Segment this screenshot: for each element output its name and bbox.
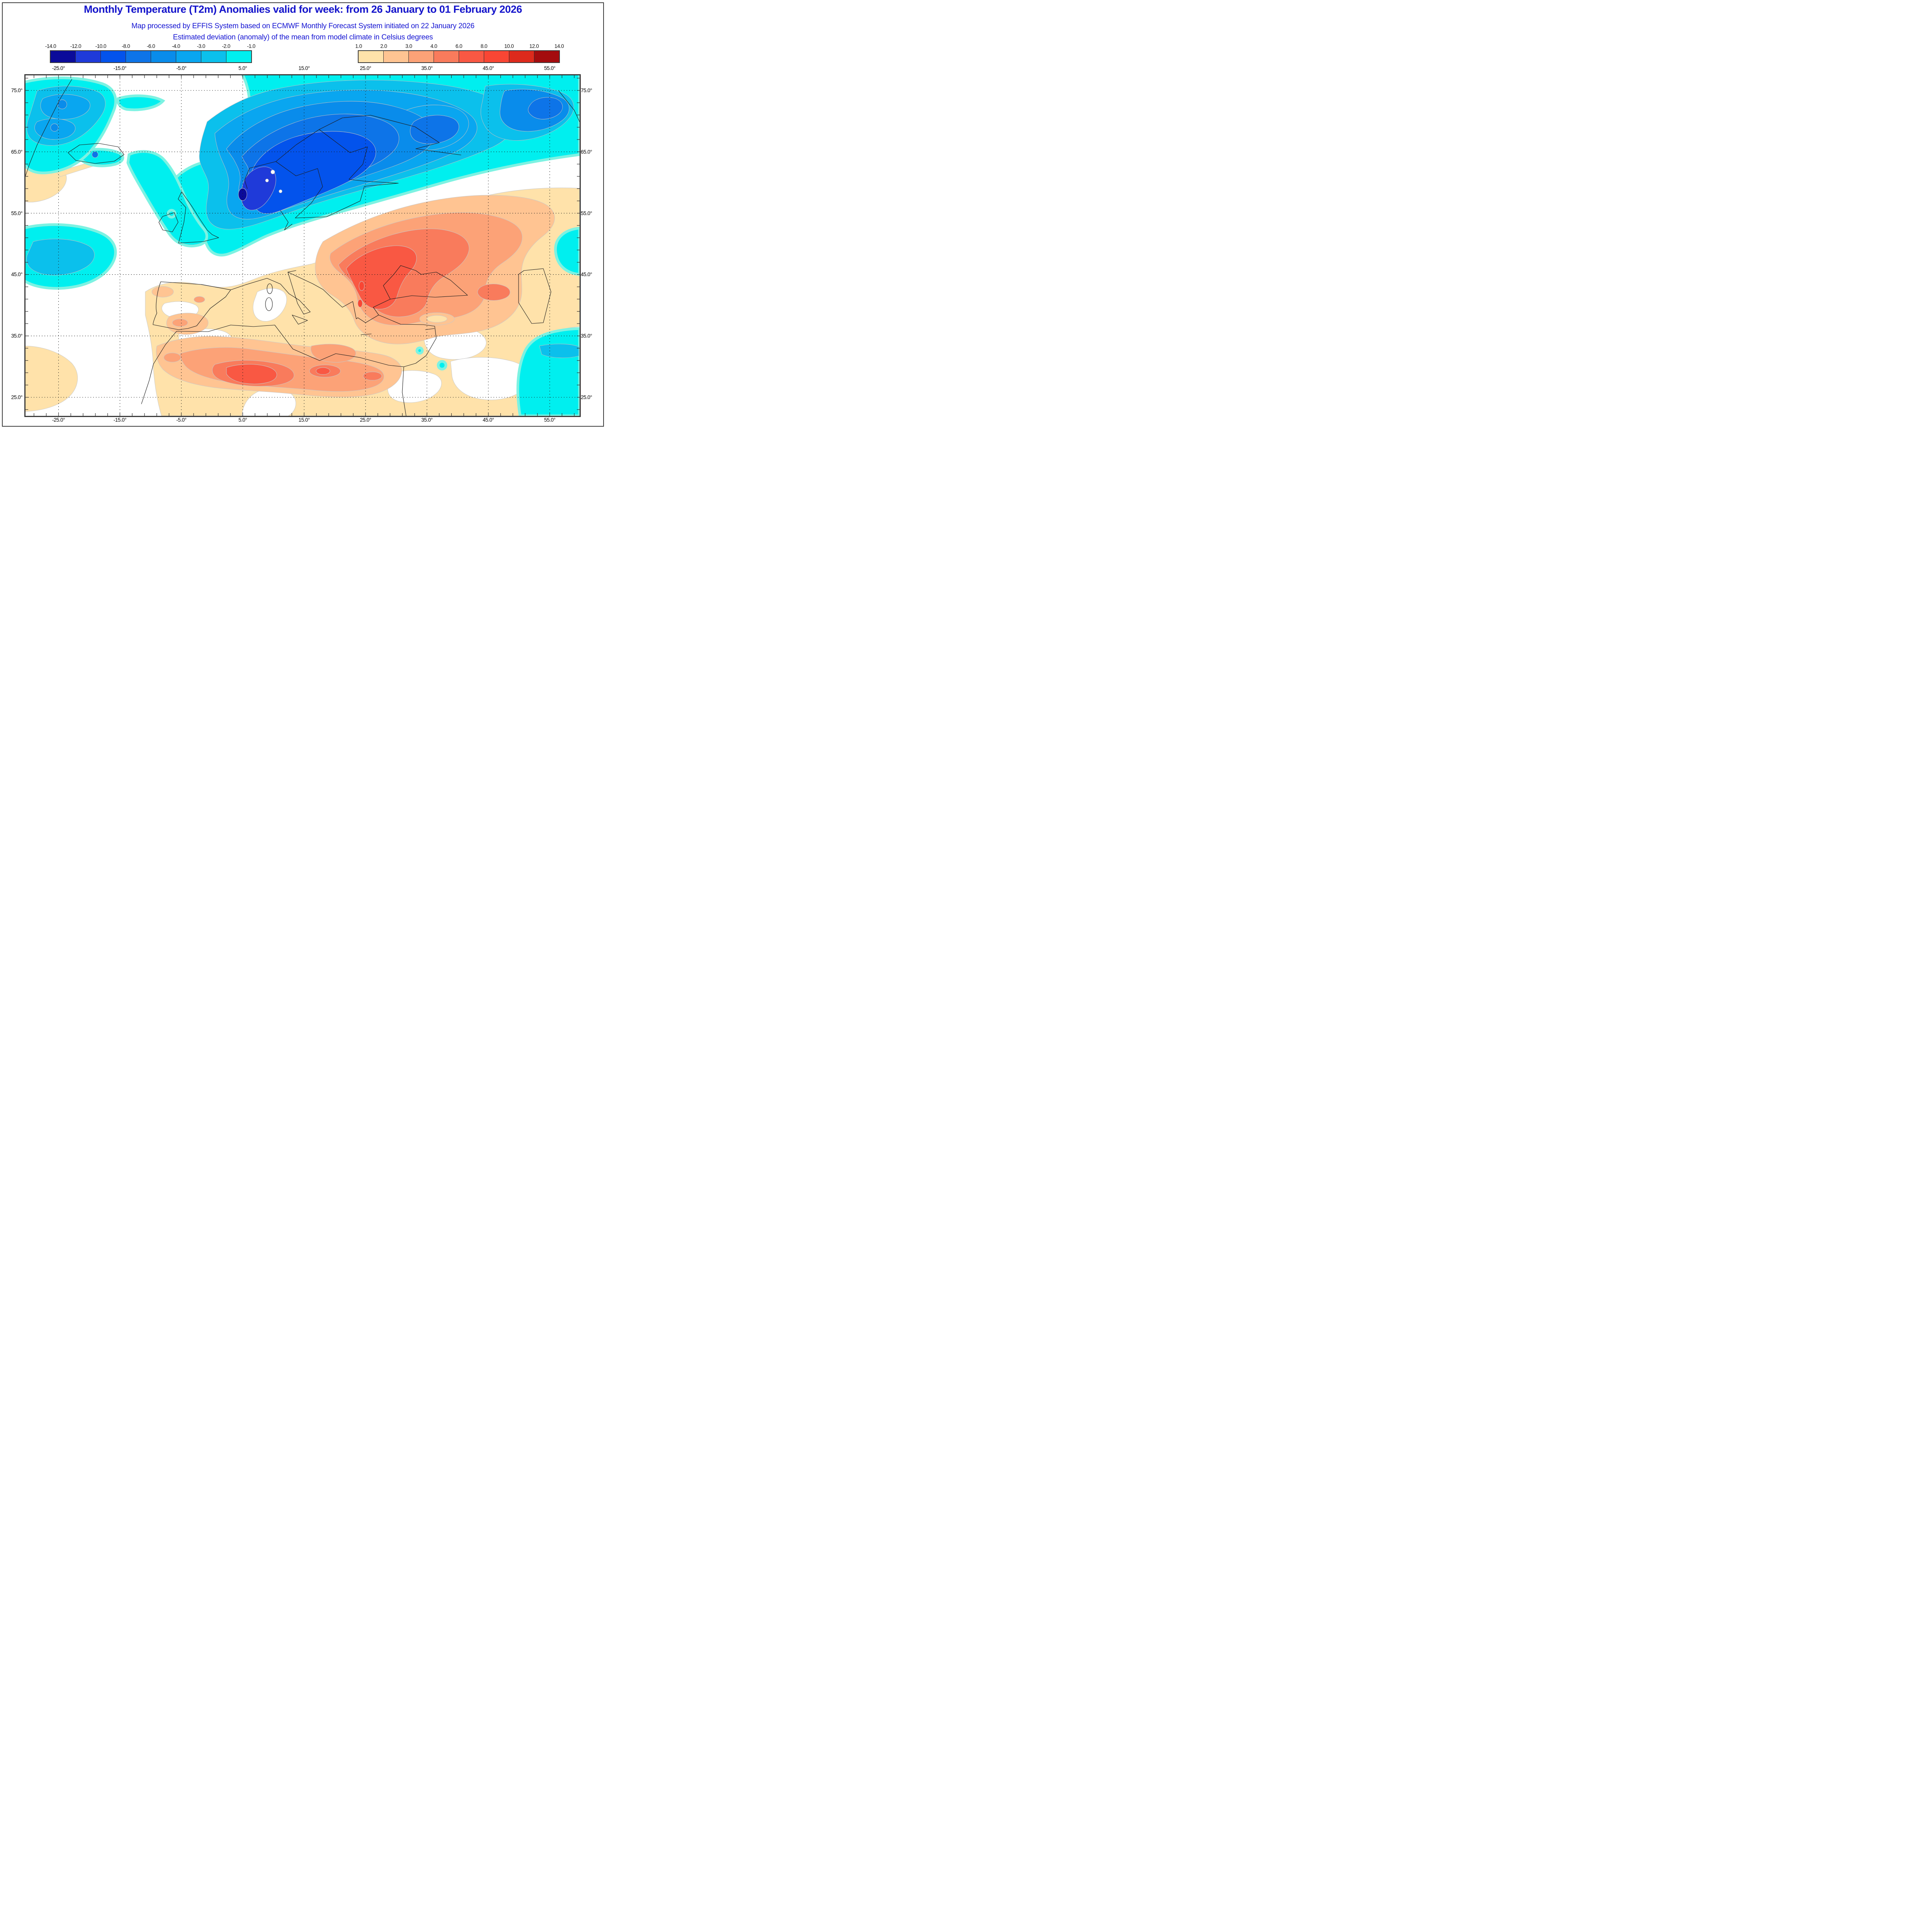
anomaly-map bbox=[26, 75, 580, 416]
legend-negative-labels: -14.0 -12.0 -10.0 -8.0 -6.0 -4.0 -3.0 -2.0 -1.0 bbox=[45, 43, 255, 50]
lat-label-right: 35.0° bbox=[581, 333, 592, 339]
lon-label-bottom: 55.0° bbox=[544, 417, 556, 423]
legend-positive-label: 4.0 bbox=[430, 43, 437, 49]
subtitle-processing: Map processed by EFFIS System based on E… bbox=[131, 22, 474, 30]
lon-label-top: 25.0° bbox=[360, 65, 371, 71]
lat-label-left: 45.0° bbox=[11, 271, 23, 278]
lon-label-top: -25.0° bbox=[52, 65, 65, 71]
cold-anomaly-layer bbox=[26, 75, 580, 416]
lon-label-top: 15.0° bbox=[298, 65, 310, 71]
lon-label-top: -5.0° bbox=[176, 65, 187, 71]
legend-positive-swatch bbox=[434, 51, 459, 62]
legend-negative-swatch bbox=[151, 51, 176, 62]
lon-label-bottom: -5.0° bbox=[176, 417, 187, 423]
legend-positive-label: 6.0 bbox=[455, 43, 463, 49]
lon-label-bottom: 45.0° bbox=[483, 417, 494, 423]
legend-positive-swatch bbox=[359, 51, 383, 62]
lat-label-left: 65.0° bbox=[11, 149, 23, 155]
graticule bbox=[26, 75, 580, 416]
lon-label-bottom: -25.0° bbox=[52, 417, 65, 423]
legend-negative-label: -12.0 bbox=[70, 43, 82, 49]
lon-label-bottom: 5.0° bbox=[238, 417, 247, 423]
lon-label-top: 55.0° bbox=[544, 65, 556, 71]
legend-positive-labels: 1.0 2.0 3.0 4.0 6.0 8.0 10.0 12.0 14.0 bbox=[355, 43, 564, 50]
legend-negative-swatch bbox=[126, 51, 151, 62]
legend-negative-swatch bbox=[226, 51, 251, 62]
lat-label-left: 55.0° bbox=[11, 210, 23, 216]
legend-positive-swatch bbox=[534, 51, 559, 62]
lon-label-top: 35.0° bbox=[421, 65, 433, 71]
lon-label-bottom: 25.0° bbox=[360, 417, 371, 423]
legend-positive-label: 3.0 bbox=[405, 43, 412, 49]
lat-label-right: 25.0° bbox=[581, 394, 592, 400]
legend-positive-label: 1.0 bbox=[355, 43, 362, 49]
legend-positive-swatch bbox=[509, 51, 534, 62]
legend-negative-swatch bbox=[51, 51, 75, 62]
legend-negative-swatch bbox=[176, 51, 201, 62]
legend-positive-scale: 1.0 2.0 3.0 4.0 6.0 8.0 10.0 12.0 14.0 bbox=[355, 43, 564, 63]
map-box bbox=[24, 74, 581, 417]
subtitle-deviation: Estimated deviation (anomaly) of the mea… bbox=[173, 33, 433, 41]
legend-positive-swatch bbox=[383, 51, 408, 62]
lat-label-right: 75.0° bbox=[581, 87, 592, 94]
effis-anomaly-map-page: Monthly Temperature (T2m) Anomalies vali… bbox=[0, 0, 606, 429]
legend-positive-label: 10.0 bbox=[504, 43, 514, 49]
legend-positive-label: 8.0 bbox=[480, 43, 488, 49]
lon-label-top: 5.0° bbox=[238, 65, 247, 71]
legend-negative-label: -6.0 bbox=[146, 43, 155, 49]
legend-negative-swatch bbox=[75, 51, 100, 62]
lat-label-right: 65.0° bbox=[581, 149, 592, 155]
legend-positive-bar bbox=[358, 50, 560, 63]
border-ticks bbox=[26, 75, 580, 416]
lon-label-bottom: 15.0° bbox=[298, 417, 310, 423]
warm-anomaly-layer bbox=[26, 151, 580, 416]
legend-negative-label: -10.0 bbox=[95, 43, 107, 49]
legend-positive-swatch bbox=[408, 51, 434, 62]
legend-negative-swatch bbox=[100, 51, 126, 62]
lat-label-left: 25.0° bbox=[11, 394, 23, 400]
legend-negative-label: -1.0 bbox=[247, 43, 255, 49]
lat-label-left: 35.0° bbox=[11, 333, 23, 339]
lon-label-bottom: -15.0° bbox=[113, 417, 127, 423]
legend-negative-swatch bbox=[201, 51, 226, 62]
legend-negative-label: -2.0 bbox=[222, 43, 230, 49]
legend-negative-label: -8.0 bbox=[121, 43, 130, 49]
legend-negative-label: -3.0 bbox=[197, 43, 206, 49]
legend-negative-scale: -14.0 -12.0 -10.0 -8.0 -6.0 -4.0 -3.0 -2.0 -1.0 bbox=[45, 43, 255, 63]
legend-negative-label: -4.0 bbox=[172, 43, 180, 49]
page-title: Monthly Temperature (T2m) Anomalies vali… bbox=[83, 3, 522, 15]
lon-label-top: 45.0° bbox=[483, 65, 494, 71]
legend-positive-label: 14.0 bbox=[554, 43, 564, 49]
lon-label-bottom: 35.0° bbox=[421, 417, 433, 423]
lat-label-right: 55.0° bbox=[581, 210, 592, 216]
coastlines bbox=[26, 79, 580, 416]
lon-label-top: -15.0° bbox=[113, 65, 127, 71]
legend-negative-bar bbox=[50, 50, 252, 63]
legend-positive-label: 2.0 bbox=[380, 43, 387, 49]
lat-label-left: 75.0° bbox=[11, 87, 23, 94]
legend-positive-label: 12.0 bbox=[529, 43, 539, 49]
lat-label-right: 45.0° bbox=[581, 271, 592, 278]
legend-positive-swatch bbox=[459, 51, 484, 62]
legend-negative-label: -14.0 bbox=[45, 43, 56, 49]
legend-positive-swatch bbox=[484, 51, 509, 62]
